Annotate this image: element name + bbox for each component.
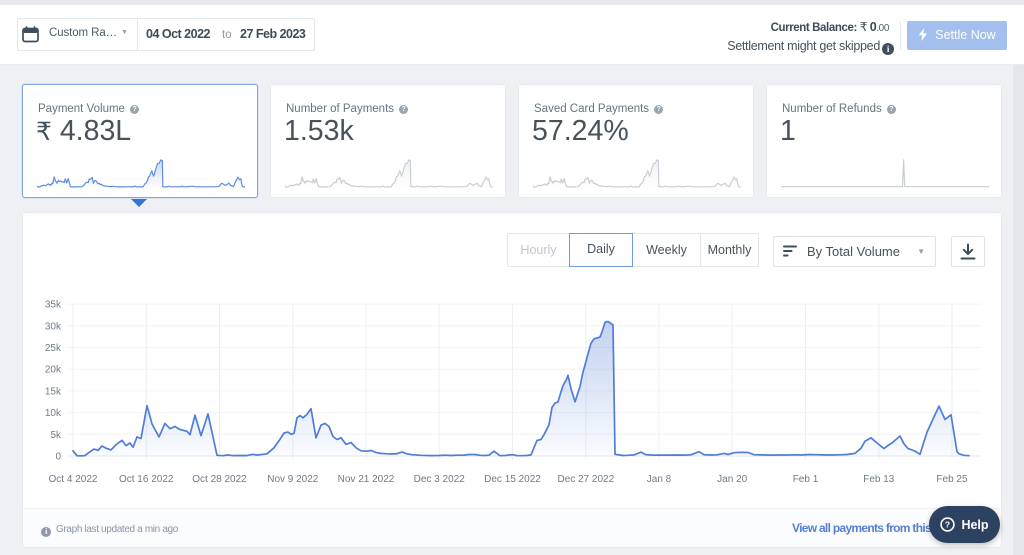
svg-text:Oct 16 2022: Oct 16 2022: [119, 474, 174, 485]
svg-text:Nov 21 2022: Nov 21 2022: [338, 474, 395, 485]
svg-text:Nov 9 2022: Nov 9 2022: [267, 474, 319, 485]
svg-text:Oct 4 2022: Oct 4 2022: [49, 474, 98, 485]
svg-text:35k: 35k: [45, 300, 62, 311]
svg-text:Oct 28 2022: Oct 28 2022: [192, 474, 247, 485]
svg-text:Feb 1: Feb 1: [793, 474, 819, 485]
svg-text:?: ?: [945, 520, 950, 530]
svg-text:15k: 15k: [45, 386, 62, 397]
svg-text:Dec 3 2022: Dec 3 2022: [414, 474, 466, 485]
svg-text:Jan 8: Jan 8: [647, 474, 672, 485]
svg-text:Jan 20: Jan 20: [717, 474, 747, 485]
svg-text:Dec 15 2022: Dec 15 2022: [484, 474, 541, 485]
svg-text:5k: 5k: [50, 430, 62, 441]
svg-text:Dec 27 2022: Dec 27 2022: [557, 474, 614, 485]
svg-text:25k: 25k: [45, 343, 62, 354]
svg-text:0: 0: [55, 452, 61, 463]
svg-text:30k: 30k: [45, 321, 62, 332]
svg-text:Feb 13: Feb 13: [863, 474, 895, 485]
svg-text:20k: 20k: [45, 365, 62, 376]
svg-text:10k: 10k: [45, 408, 62, 419]
svg-text:Feb 25: Feb 25: [936, 474, 968, 485]
